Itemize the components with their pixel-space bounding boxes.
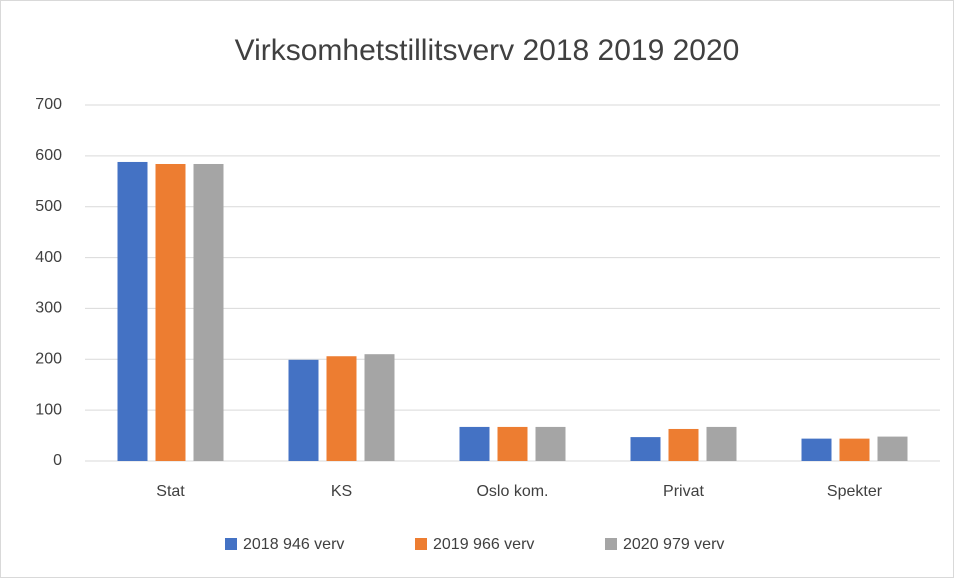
bar [801,438,832,461]
bar [326,356,357,461]
legend-swatch [415,538,427,550]
y-tick-label: 500 [35,198,62,215]
y-tick-label: 100 [35,401,62,418]
bar [288,359,319,461]
legend-swatch [605,538,617,550]
x-tick-label: KS [331,483,352,500]
y-tick-label: 600 [35,147,62,164]
y-tick-label: 700 [35,96,62,113]
x-tick-label: Privat [663,483,704,500]
x-tick-label: Spekter [827,483,883,500]
x-tick-label: Stat [156,483,185,500]
bar [193,163,224,461]
y-tick-label: 0 [53,452,62,469]
bar [497,426,528,461]
legend-label: 2019 966 verv [433,536,534,553]
bar [459,426,490,461]
bar [877,436,908,461]
bar [117,161,148,461]
bar [155,163,186,461]
y-tick-label: 200 [35,351,62,368]
y-tick-label: 300 [35,300,62,317]
bar [839,438,870,461]
chart-title: Virksomhetstillitsverv 2018 2019 2020 [235,34,740,67]
legend-label: 2020 979 verv [623,536,724,553]
bar [630,437,661,461]
bar [668,428,699,461]
x-tick-label: Oslo kom. [476,483,548,500]
bar [364,354,395,461]
y-tick-label: 400 [35,249,62,266]
legend-swatch [225,538,237,550]
legend-label: 2018 946 verv [243,536,344,553]
bar [535,426,566,461]
bar [706,426,737,461]
